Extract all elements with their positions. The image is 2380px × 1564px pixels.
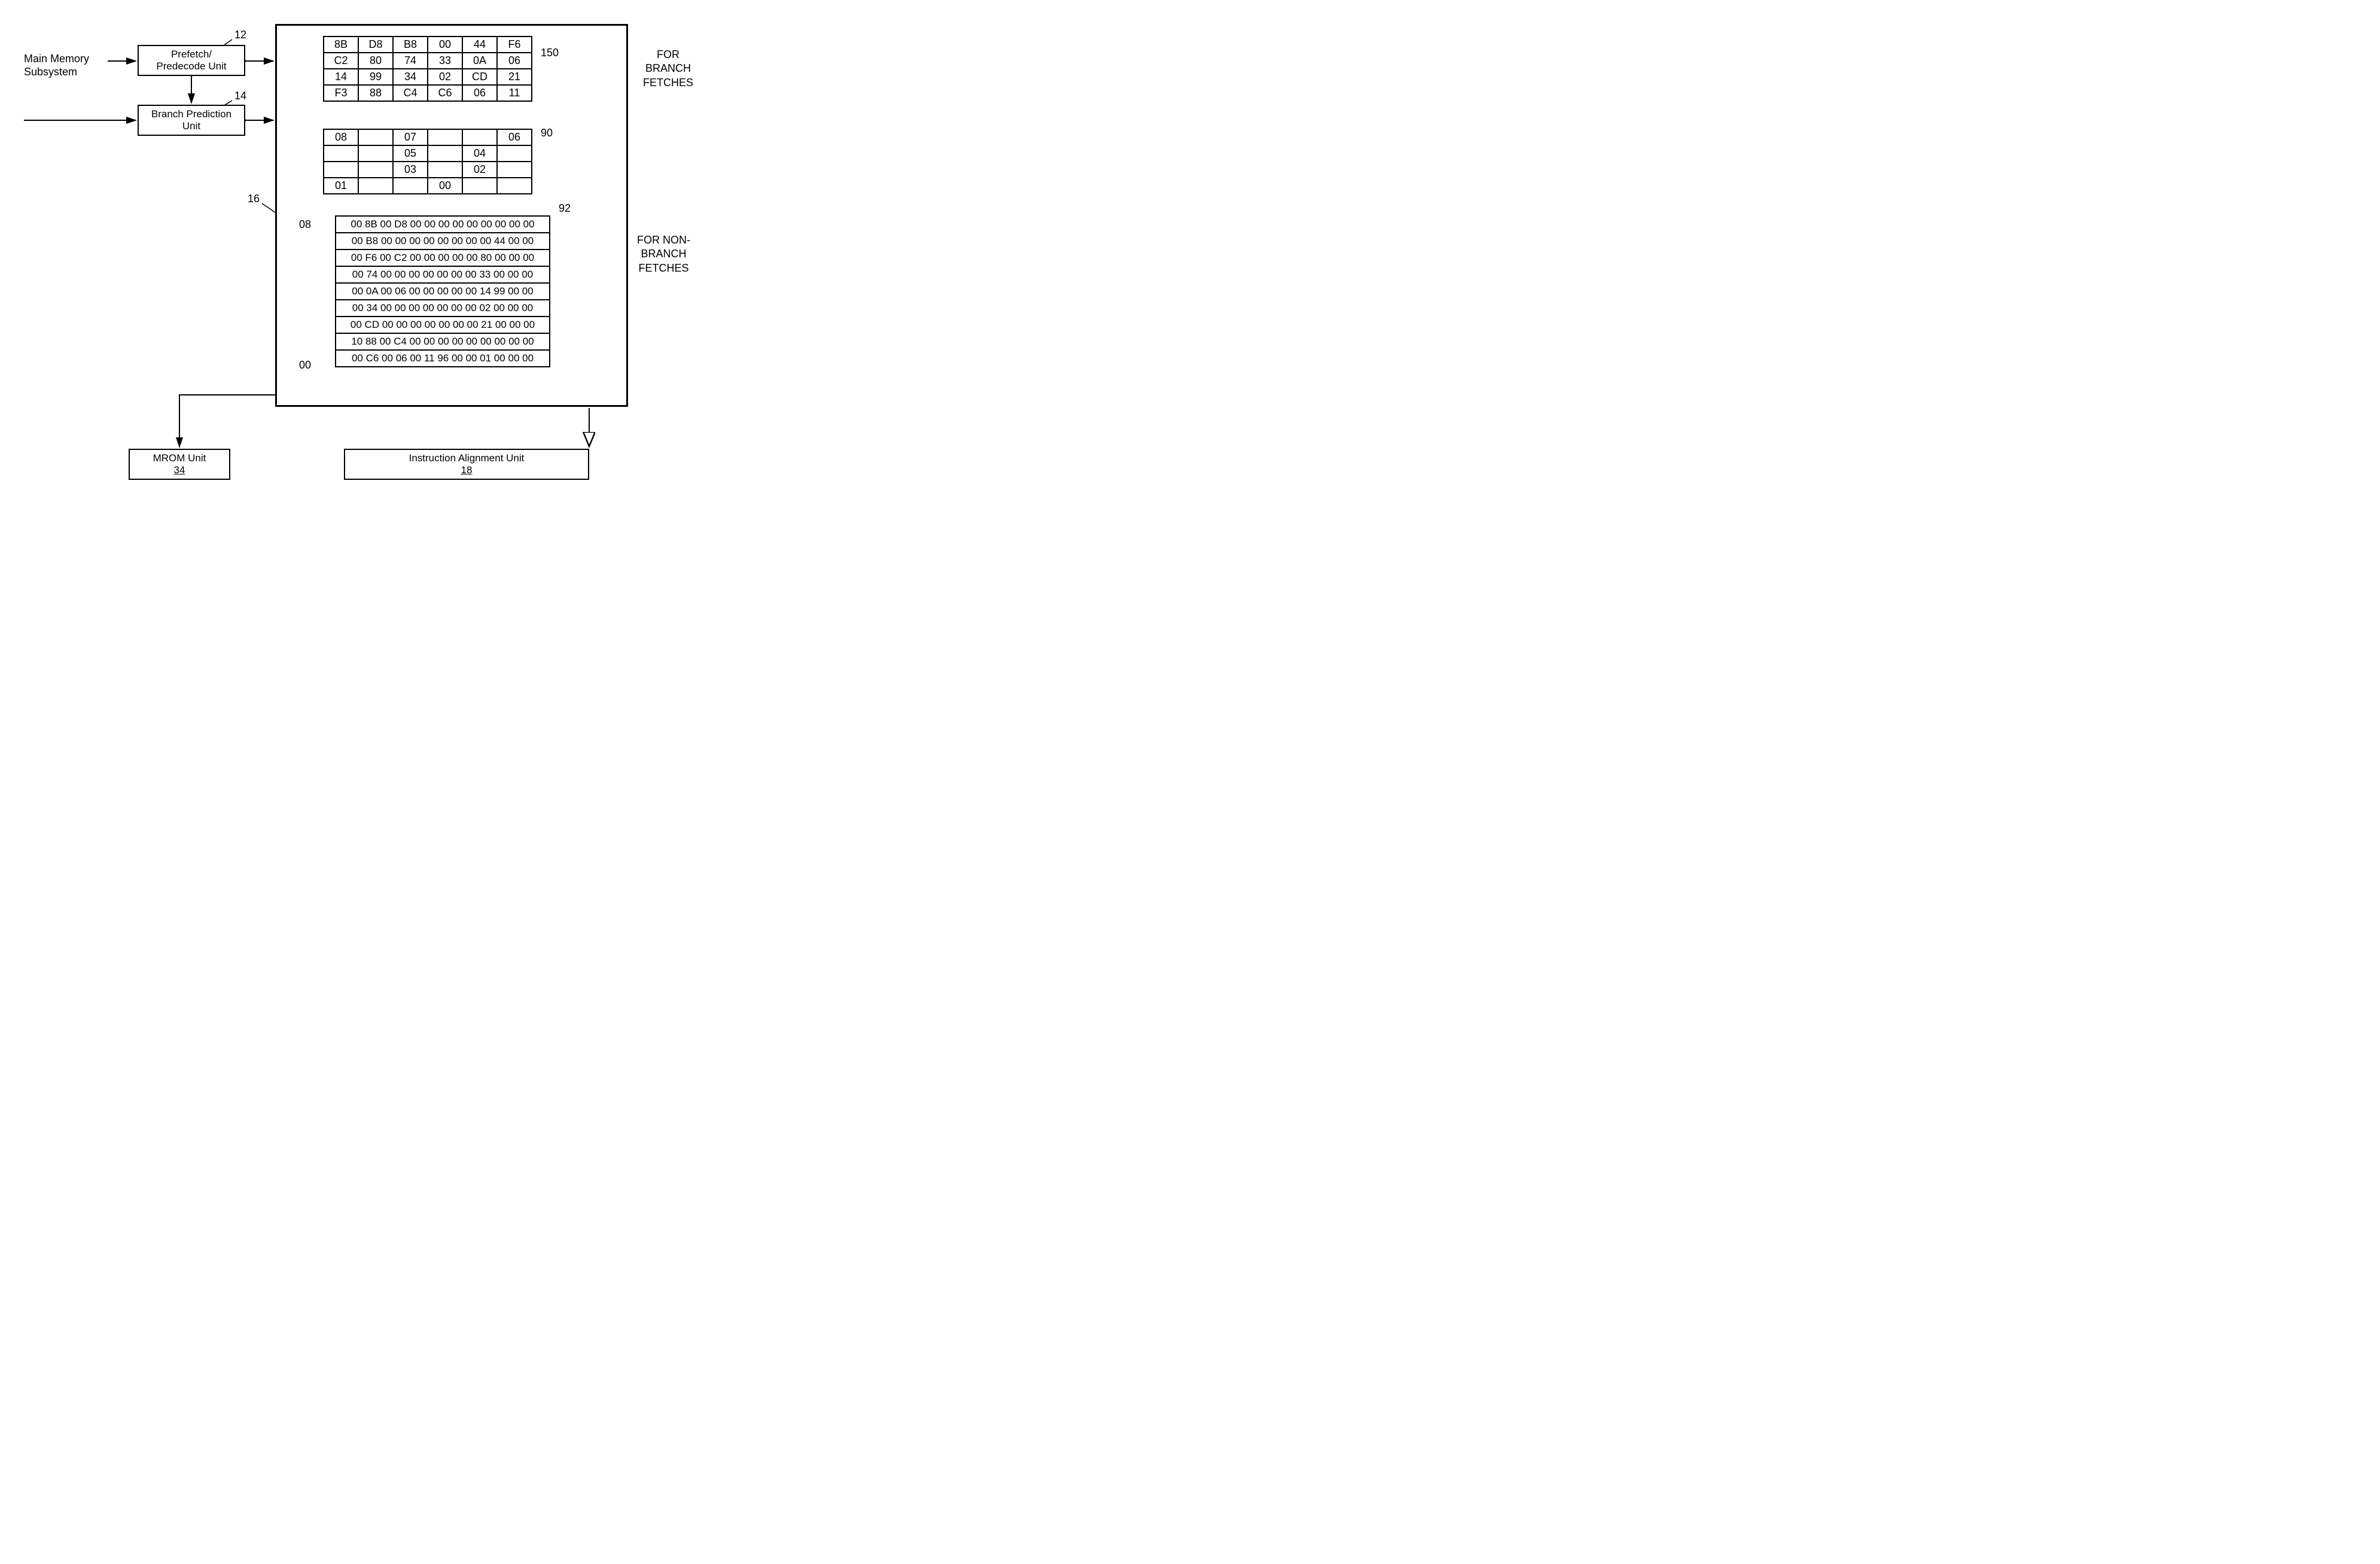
table90-cell <box>462 129 497 145</box>
table150-cell: 0A <box>462 53 497 69</box>
table92-row: 00 0A 00 06 00 00 00 00 00 14 99 00 00 <box>336 283 550 300</box>
table150-cell: 99 <box>358 69 393 85</box>
table150-cell: 21 <box>497 69 532 85</box>
table92-row: 00 C6 00 06 00 11 96 00 00 01 00 00 00 <box>336 350 550 367</box>
table150-cell: 8B <box>324 36 358 53</box>
table90-cell: 01 <box>324 178 358 194</box>
table90-cell <box>497 145 532 162</box>
table90-cell <box>462 178 497 194</box>
diagram-root: Main Memory Subsystem Prefetch/ Predecod… <box>12 12 766 503</box>
table150-cell: 88 <box>358 85 393 101</box>
mrom-unit-box: MROM Unit 34 <box>129 449 230 480</box>
table90-cell: 05 <box>393 145 428 162</box>
table92-row: 00 8B 00 D8 00 00 00 00 00 00 00 00 00 <box>336 216 550 233</box>
branch-pred-num: 14 <box>234 90 246 102</box>
table150-cell: C6 <box>428 85 462 101</box>
table90-cell: 06 <box>497 129 532 145</box>
table-92: 00 8B 00 D8 00 00 00 00 00 00 00 00 0000… <box>335 215 550 367</box>
table150-cell: 80 <box>358 53 393 69</box>
table92-row: 00 CD 00 00 00 00 00 00 00 21 00 00 00 <box>336 317 550 333</box>
table150-cell: F6 <box>497 36 532 53</box>
table90-cell <box>428 129 462 145</box>
table150-cell: D8 <box>358 36 393 53</box>
table90-cell <box>428 145 462 162</box>
table150-cell: C2 <box>324 53 358 69</box>
table150-cell: 74 <box>393 53 428 69</box>
table150-cell: 33 <box>428 53 462 69</box>
table90-cell: 00 <box>428 178 462 194</box>
table150-cell: 14 <box>324 69 358 85</box>
table92-row: 00 34 00 00 00 00 00 00 00 02 00 00 00 <box>336 300 550 317</box>
prefetch-num: 12 <box>234 29 246 41</box>
table150-cell: 44 <box>462 36 497 53</box>
table150-cell: CD <box>462 69 497 85</box>
table92-row: 10 88 00 C4 00 00 00 00 00 00 00 00 00 <box>336 333 550 350</box>
left-08-label: 08 <box>299 218 311 231</box>
for-nonbranch-label: FOR NON- BRANCH FETCHES <box>637 233 690 275</box>
branch-prediction-box: Branch Prediction Unit <box>138 105 245 136</box>
table150-cell: 00 <box>428 36 462 53</box>
table90-cell <box>428 162 462 178</box>
table90-cell <box>497 162 532 178</box>
table150-cell: B8 <box>393 36 428 53</box>
table150-cell: 02 <box>428 69 462 85</box>
table92-num: 92 <box>559 202 571 215</box>
table150-cell: C4 <box>393 85 428 101</box>
table90-cell: 03 <box>393 162 428 178</box>
table90-cell <box>497 178 532 194</box>
table90-cell: 04 <box>462 145 497 162</box>
table90-cell: 02 <box>462 162 497 178</box>
table-90: 08 07 06 05 04 03 02 01 00 <box>323 129 532 194</box>
table90-cell <box>324 145 358 162</box>
table92-row: 00 74 00 00 00 00 00 00 00 33 00 00 00 <box>336 266 550 283</box>
prefetch-unit-box: Prefetch/ Predecode Unit <box>138 45 245 76</box>
left-00-label: 00 <box>299 359 311 372</box>
table150-cell: 06 <box>497 53 532 69</box>
table150-num: 150 <box>541 47 559 59</box>
for-branch-label: FOR BRANCH FETCHES <box>643 48 693 90</box>
table90-cell <box>358 145 393 162</box>
main-memory-label: Main Memory Subsystem <box>24 53 89 78</box>
table90-cell: 07 <box>393 129 428 145</box>
table150-cell: F3 <box>324 85 358 101</box>
table150-cell: 06 <box>462 85 497 101</box>
table90-cell: 08 <box>324 129 358 145</box>
table90-cell <box>358 162 393 178</box>
main-box-num: 16 <box>248 193 260 205</box>
table150-cell: 11 <box>497 85 532 101</box>
table150-cell: 34 <box>393 69 428 85</box>
table92-row: 00 F6 00 C2 00 00 00 00 00 80 00 00 00 <box>336 249 550 266</box>
table90-cell <box>324 162 358 178</box>
table-150: 8BD8B80044F6C28074330A0614993402CD21F388… <box>323 36 532 102</box>
table90-num: 90 <box>541 127 553 139</box>
instruction-alignment-box: Instruction Alignment Unit 18 <box>344 449 589 480</box>
table90-cell <box>393 178 428 194</box>
table90-cell <box>358 178 393 194</box>
table92-row: 00 B8 00 00 00 00 00 00 00 00 44 00 00 <box>336 233 550 249</box>
table90-cell <box>358 129 393 145</box>
